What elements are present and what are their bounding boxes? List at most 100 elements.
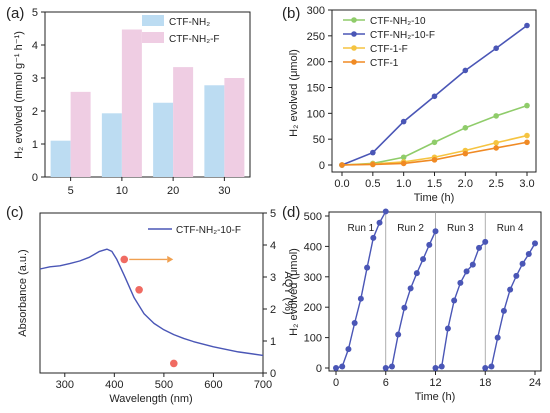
panel-b: (b) 0 50 100 150 200 250 300 0.0 0.5 1.0 1.5 2.0 2.… <box>282 5 537 204</box>
data-point <box>488 363 495 370</box>
panel-d-run-separators <box>385 212 486 371</box>
y-tick-label: 200 <box>307 57 325 69</box>
legend-marker <box>351 59 357 65</box>
panel-b-y-axis-title: H₂ evolved (μmol) <box>288 49 300 137</box>
data-point <box>482 238 489 245</box>
data-point <box>525 251 532 257</box>
panel-a-bars <box>50 29 245 177</box>
x-tick-label: 2.5 <box>489 178 504 190</box>
panel-b-series <box>339 22 530 168</box>
data-point <box>493 145 499 151</box>
right-y-tick-label: 2 <box>270 304 276 316</box>
x-tick-label: 300 <box>56 379 74 391</box>
y-tick-label: 300 <box>307 5 325 17</box>
data-point <box>370 149 376 156</box>
run-line <box>435 241 486 369</box>
y-tick-label: 0 <box>32 172 38 184</box>
x-tick-label: 0.5 <box>365 178 380 190</box>
data-point <box>364 264 371 271</box>
data-point <box>400 160 407 167</box>
y-tick-label: 4 <box>32 40 38 52</box>
data-point <box>432 365 439 371</box>
x-tick-label: 20 <box>167 185 179 197</box>
data-point <box>463 268 470 275</box>
y-tick-label: 100 <box>304 333 322 345</box>
panel-c-aqy-points <box>120 255 178 368</box>
data-point <box>462 67 469 74</box>
y-tick-label: 3 <box>32 73 38 85</box>
data-point <box>457 279 464 286</box>
bar <box>173 67 194 177</box>
panel-a-label: (a) <box>6 5 24 22</box>
x-tick-label: 0.0 <box>334 178 349 190</box>
x-tick-label: 24 <box>529 377 541 389</box>
x-tick-label: 0 <box>333 377 339 389</box>
data-point <box>420 256 427 263</box>
data-point <box>438 363 445 370</box>
data-point <box>494 334 501 341</box>
panel-c-right-y-axis-title: AQY (%) <box>282 271 294 314</box>
legend-label: CTF-NH₂-10-F <box>370 30 435 41</box>
bar <box>224 78 245 177</box>
legend-label: CTF-1 <box>370 58 399 69</box>
data-point <box>500 307 507 314</box>
x-tick-label: 1.0 <box>396 178 411 190</box>
panel-c-label: (c) <box>6 204 24 221</box>
data-point <box>524 139 530 146</box>
data-point <box>524 102 530 109</box>
y-tick-label: 100 <box>307 108 325 120</box>
data-point <box>519 260 526 267</box>
data-point <box>339 363 346 370</box>
panel-c-frame <box>39 212 264 374</box>
legend-label: CTF-1-F <box>370 44 408 55</box>
y-tick-label: 200 <box>304 302 322 314</box>
y-tick-label: 250 <box>307 31 325 43</box>
run-line <box>335 211 387 369</box>
data-point <box>462 150 469 157</box>
data-point <box>432 228 439 235</box>
data-point <box>400 154 407 161</box>
right-y-tick-label: 5 <box>270 208 276 220</box>
y-tick-label: 150 <box>307 83 325 95</box>
panel-c-left-y-axis-title: Absorbance (a.u.) <box>17 249 29 336</box>
data-point <box>476 244 483 251</box>
panel-c-legend: CTF-NH₂-10-F <box>148 225 241 236</box>
aqy-point <box>170 359 178 368</box>
data-point <box>388 363 395 370</box>
legend-label: CTF-NH₂-10-F <box>176 225 241 236</box>
run-label: Run 4 <box>497 223 524 234</box>
data-point <box>524 22 530 29</box>
data-point <box>376 219 383 226</box>
data-point <box>345 346 352 353</box>
y-tick-label: 0 <box>316 363 322 375</box>
panel-c-right-y-ticks: 0 1 2 3 4 5 <box>263 208 276 380</box>
data-point <box>532 240 538 247</box>
x-tick-label: 12 <box>429 377 441 389</box>
legend-marker <box>351 17 357 23</box>
run-label: Run 3 <box>447 223 474 234</box>
y-tick-label: 300 <box>304 272 322 284</box>
bar <box>204 85 225 177</box>
data-point <box>382 365 389 371</box>
x-tick-label: 1.5 <box>427 178 442 190</box>
y-tick-label: 500 <box>304 211 322 223</box>
data-point <box>370 234 377 241</box>
data-point <box>524 132 530 139</box>
x-tick-label: 500 <box>155 379 173 391</box>
x-tick-label: 2.0 <box>458 178 473 190</box>
data-point <box>482 365 489 371</box>
right-y-tick-label: 0 <box>270 368 276 380</box>
panel-d-label: (d) <box>282 204 300 221</box>
panel-d-y-ticks: 0 100 200 300 400 500 <box>304 211 329 375</box>
data-point <box>431 139 438 146</box>
data-point <box>462 125 469 131</box>
data-point <box>382 208 389 215</box>
data-point <box>493 113 499 119</box>
panel-c-x-ticks: 300 400 500 600 700 <box>56 373 272 391</box>
panel-a-frame <box>44 11 251 178</box>
data-point <box>339 162 345 168</box>
data-point <box>351 320 358 327</box>
data-point <box>413 270 420 277</box>
data-point <box>407 285 414 292</box>
